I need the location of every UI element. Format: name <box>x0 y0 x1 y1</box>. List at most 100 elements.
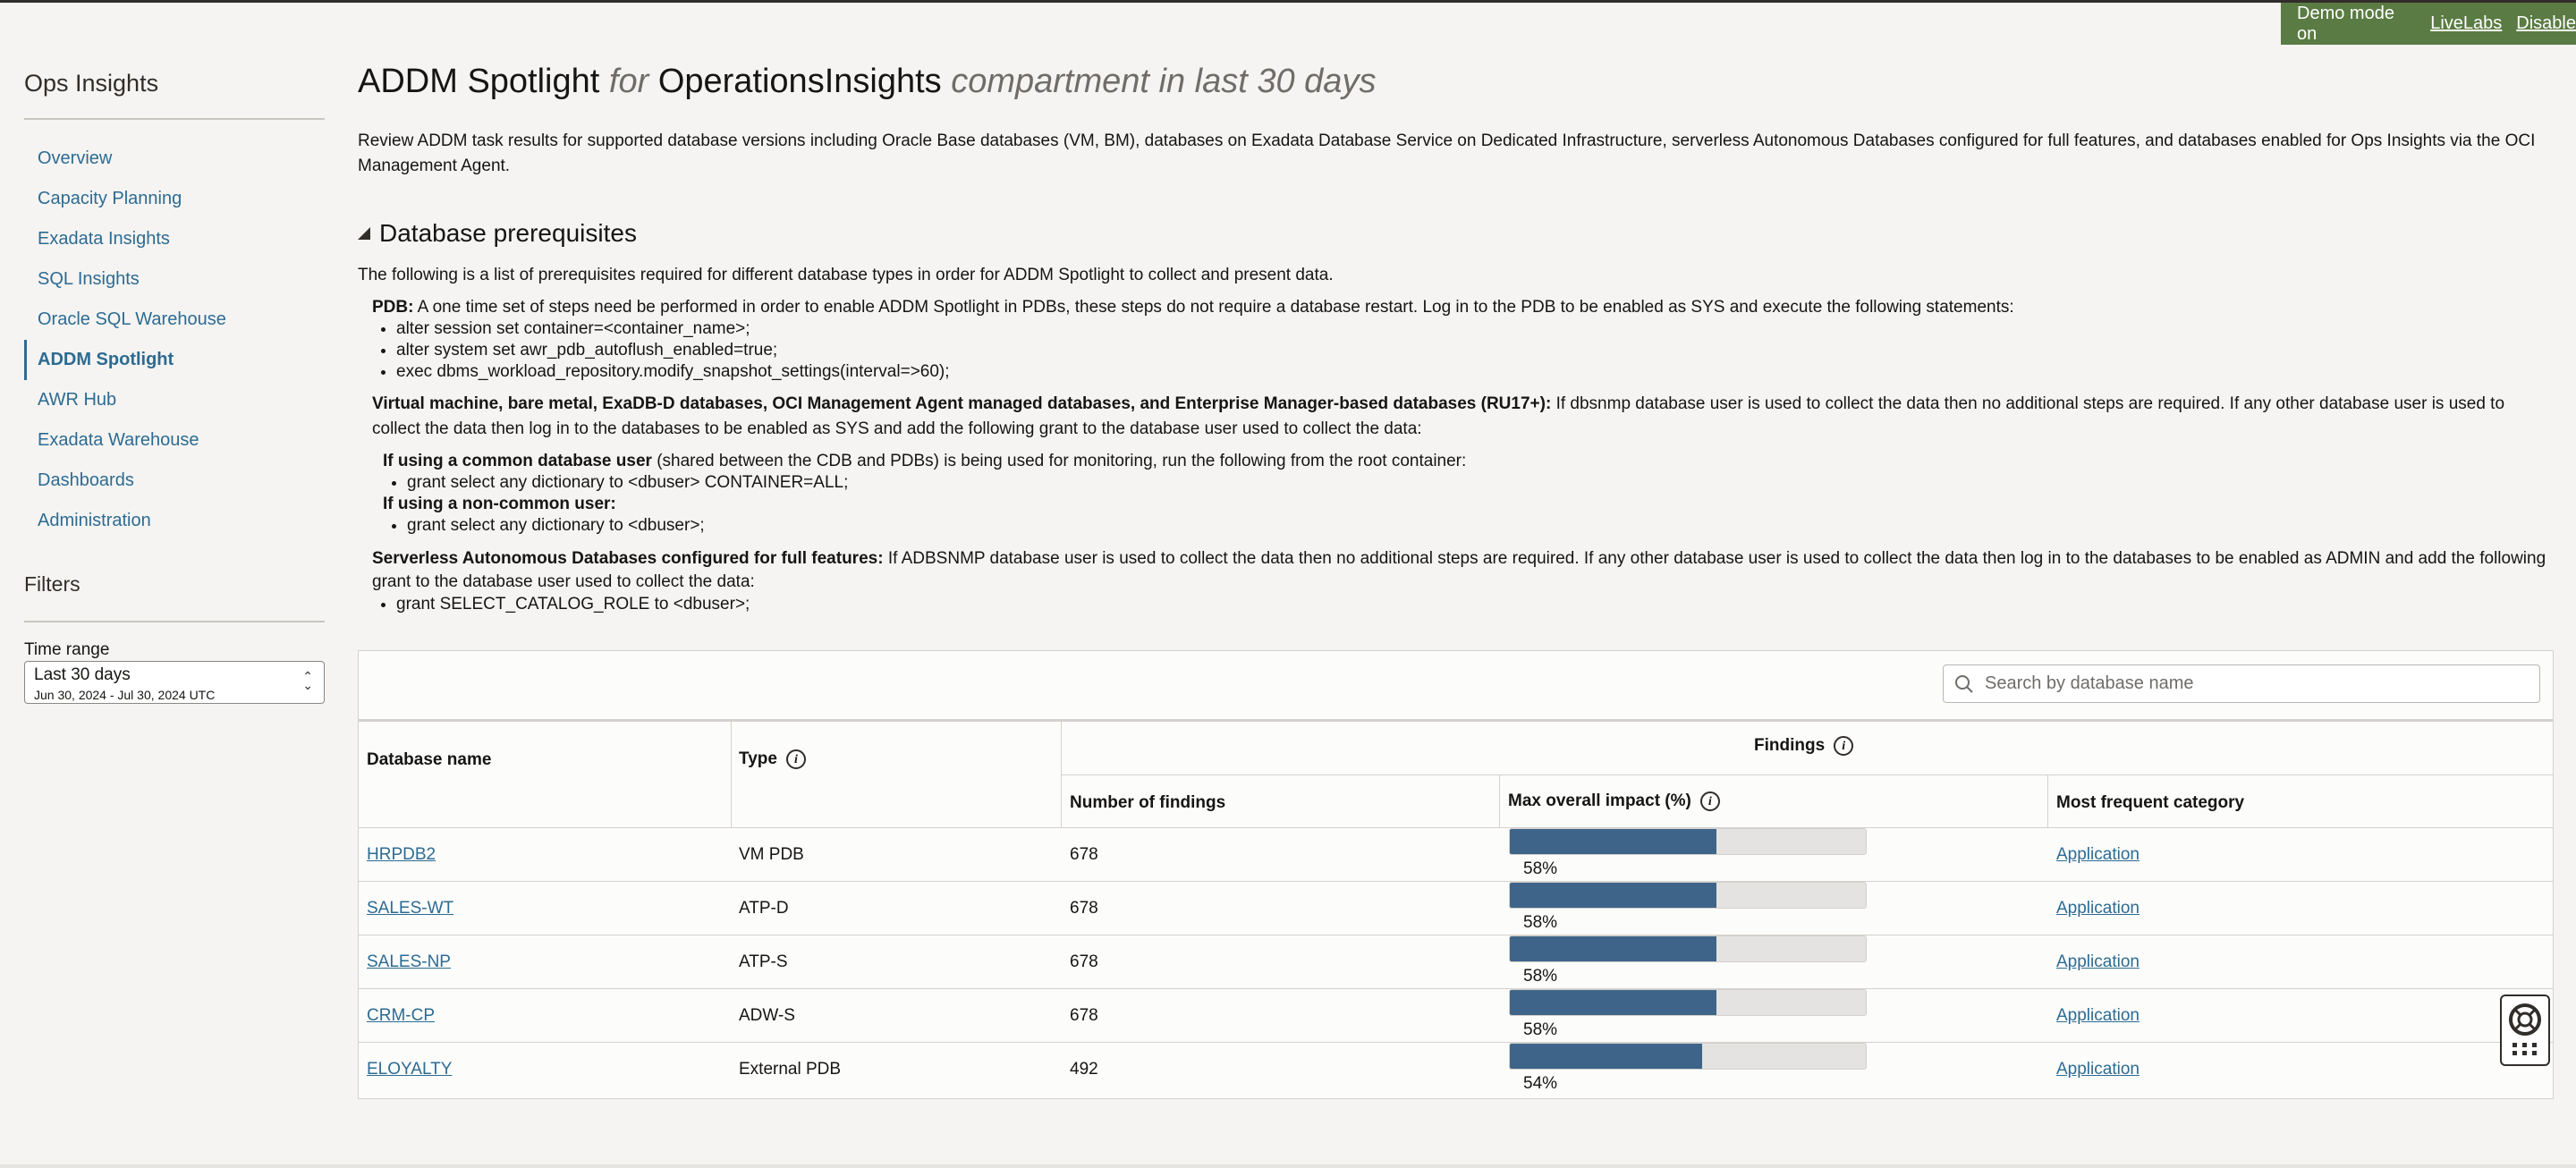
category-link[interactable]: Application <box>2056 1060 2140 1079</box>
col-header-most-frequent-category[interactable]: Most frequent category <box>2056 793 2245 812</box>
top-border <box>0 0 2576 3</box>
nav-item-awr-hub[interactable]: AWR Hub <box>38 390 117 410</box>
category-link[interactable]: Application <box>2056 1006 2140 1025</box>
impact-percent: 54% <box>1523 1074 1558 1093</box>
col-header-findings: Findings i <box>1754 736 1854 756</box>
pdb-label: PDB: <box>372 298 414 317</box>
impact-percent: 58% <box>1523 859 1558 878</box>
common-user-text: (shared between the CDB and PDBs) is bei… <box>651 452 1467 470</box>
findings-count: 678 <box>1070 952 1098 971</box>
search-box[interactable] <box>1943 664 2540 703</box>
col-divider <box>1499 774 1500 827</box>
findings-count: 492 <box>1070 1060 1098 1079</box>
time-range-select[interactable]: Last 30 days Jun 30, 2024 - Jul 30, 2024… <box>24 661 325 704</box>
findings-table: Database name Type i Findings i Number o… <box>358 650 2554 1099</box>
search-icon <box>1955 674 1973 693</box>
database-link[interactable]: SALES-WT <box>367 899 454 918</box>
vm-label: Virtual machine, bare metal, ExaDB-D dat… <box>372 394 1552 413</box>
database-link[interactable]: HRPDB2 <box>367 845 436 864</box>
findings-count: 678 <box>1070 1006 1098 1025</box>
col-header-type-label: Type <box>739 749 777 768</box>
nav-item-oracle-sql-warehouse[interactable]: Oracle SQL Warehouse <box>38 309 226 329</box>
impact-bar-fill <box>1510 990 1716 1015</box>
category-link[interactable]: Application <box>2056 899 2140 918</box>
livelabs-link[interactable]: LiveLabs <box>2430 13 2503 33</box>
time-range-value: Last 30 days <box>34 665 131 684</box>
col-divider <box>2047 774 2048 827</box>
col-header-type[interactable]: Type i <box>739 749 806 769</box>
impact-bar <box>1509 828 1867 855</box>
prerequisites-toggle[interactable]: Database prerequisites <box>358 219 637 248</box>
database-link[interactable]: SALES-NP <box>367 952 451 971</box>
side-nav: Overview Capacity Planning Exadata Insig… <box>24 139 325 541</box>
pdb-step: alter session set container=<container_n… <box>396 318 2554 340</box>
impact-bar-fill <box>1510 883 1716 908</box>
collapse-triangle-icon <box>358 227 370 240</box>
impact-percent: 58% <box>1523 913 1558 932</box>
nav-item-addm-spotlight[interactable]: ADDM Spotlight <box>24 340 325 380</box>
nav-item-sql-insights[interactable]: SQL Insights <box>38 269 140 289</box>
bottom-border <box>0 1164 2576 1168</box>
info-icon[interactable]: i <box>1699 791 1720 811</box>
database-type: VM PDB <box>739 845 804 864</box>
nav-item-capacity-planning[interactable]: Capacity Planning <box>38 189 182 208</box>
noncommon-user-label: If using a non-common user: <box>383 495 616 513</box>
grid-dots-icon <box>2512 1043 2537 1055</box>
database-link[interactable]: ELOYALTY <box>367 1060 453 1079</box>
impact-bar <box>1509 1043 1867 1070</box>
common-user-label: If using a common database user <box>383 452 652 470</box>
database-link[interactable]: CRM-CP <box>367 1006 435 1025</box>
category-link[interactable]: Application <box>2056 845 2140 864</box>
header-divider <box>359 719 2553 722</box>
pdb-text: A one time set of steps need be performe… <box>413 298 2014 317</box>
impact-bar-fill <box>1510 829 1716 854</box>
col-header-number-of-findings[interactable]: Number of findings <box>1070 793 1226 812</box>
title-suffix: compartment in last 30 days <box>951 63 1377 100</box>
database-type: ATP-S <box>739 952 788 971</box>
info-icon[interactable]: i <box>785 749 806 769</box>
prerequisites-body: The following is a list of prerequisites… <box>358 265 2554 615</box>
vm-block: Virtual machine, bare metal, ExaDB-D dat… <box>372 392 2554 537</box>
prereq-intro: The following is a list of prerequisites… <box>358 266 1334 284</box>
nav-item-dashboards[interactable]: Dashboards <box>38 470 134 490</box>
help-widget[interactable] <box>2500 994 2550 1066</box>
demo-mode-text: Demo mode on <box>2297 3 2394 44</box>
serverless-step: grant SELECT_CATALOG_ROLE to <dbuser>; <box>396 594 2554 615</box>
database-type: ADW-S <box>739 1006 795 1025</box>
help-lifebuoy-icon <box>2509 1003 2541 1055</box>
serverless-label: Serverless Autonomous Databases configur… <box>372 549 884 568</box>
database-type: External PDB <box>739 1060 842 1079</box>
serverless-text: If ADBSNMP database user is used to coll… <box>372 549 2546 591</box>
col-header-max-impact[interactable]: Max overall impact (%) i <box>1508 791 1720 811</box>
pdb-block: PDB: A one time set of steps need be per… <box>372 297 2554 383</box>
nav-item-overview[interactable]: Overview <box>38 148 113 168</box>
filters-title: Filters <box>24 572 80 596</box>
title-compartment: OperationsInsights <box>657 63 942 100</box>
table-row: SALES-WT ATP-D 678 58% Application <box>359 881 2553 935</box>
title-main: ADDM Spotlight <box>358 63 600 100</box>
col-header-max-impact-label: Max overall impact (%) <box>1508 791 1691 810</box>
noncommon-user-step: grant select any dictionary to <dbuser>; <box>407 515 2554 537</box>
title-for: for <box>608 63 649 100</box>
impact-bar <box>1509 935 1867 962</box>
category-link[interactable]: Application <box>2056 952 2140 971</box>
impact-bar-fill <box>1510 1044 1702 1069</box>
col-header-database-name[interactable]: Database name <box>367 750 492 769</box>
impact-bar <box>1509 989 1867 1016</box>
vm-text: If dbsnmp database user is used to colle… <box>372 394 2505 438</box>
nav-divider <box>24 118 325 120</box>
time-range-label: Time range <box>24 640 110 659</box>
page-description: Review ADDM task results for supported d… <box>358 131 2536 175</box>
nav-item-exadata-insights[interactable]: Exadata Insights <box>38 229 170 249</box>
info-icon[interactable]: i <box>1834 736 1854 756</box>
col-divider <box>731 722 732 827</box>
disable-link[interactable]: Disable <box>2516 13 2576 33</box>
nav-item-administration[interactable]: Administration <box>38 511 151 530</box>
nav-item-exadata-warehouse[interactable]: Exadata Warehouse <box>38 430 199 450</box>
chevron-updown-icon: ⌃ ⌄ <box>302 669 313 692</box>
search-input[interactable] <box>1983 673 2523 695</box>
pdb-step: alter system set awr_pdb_autoflush_enabl… <box>396 340 2554 361</box>
findings-count: 678 <box>1070 899 1098 918</box>
database-type: ATP-D <box>739 899 789 918</box>
time-range-dates: Jun 30, 2024 - Jul 30, 2024 UTC <box>34 688 216 702</box>
